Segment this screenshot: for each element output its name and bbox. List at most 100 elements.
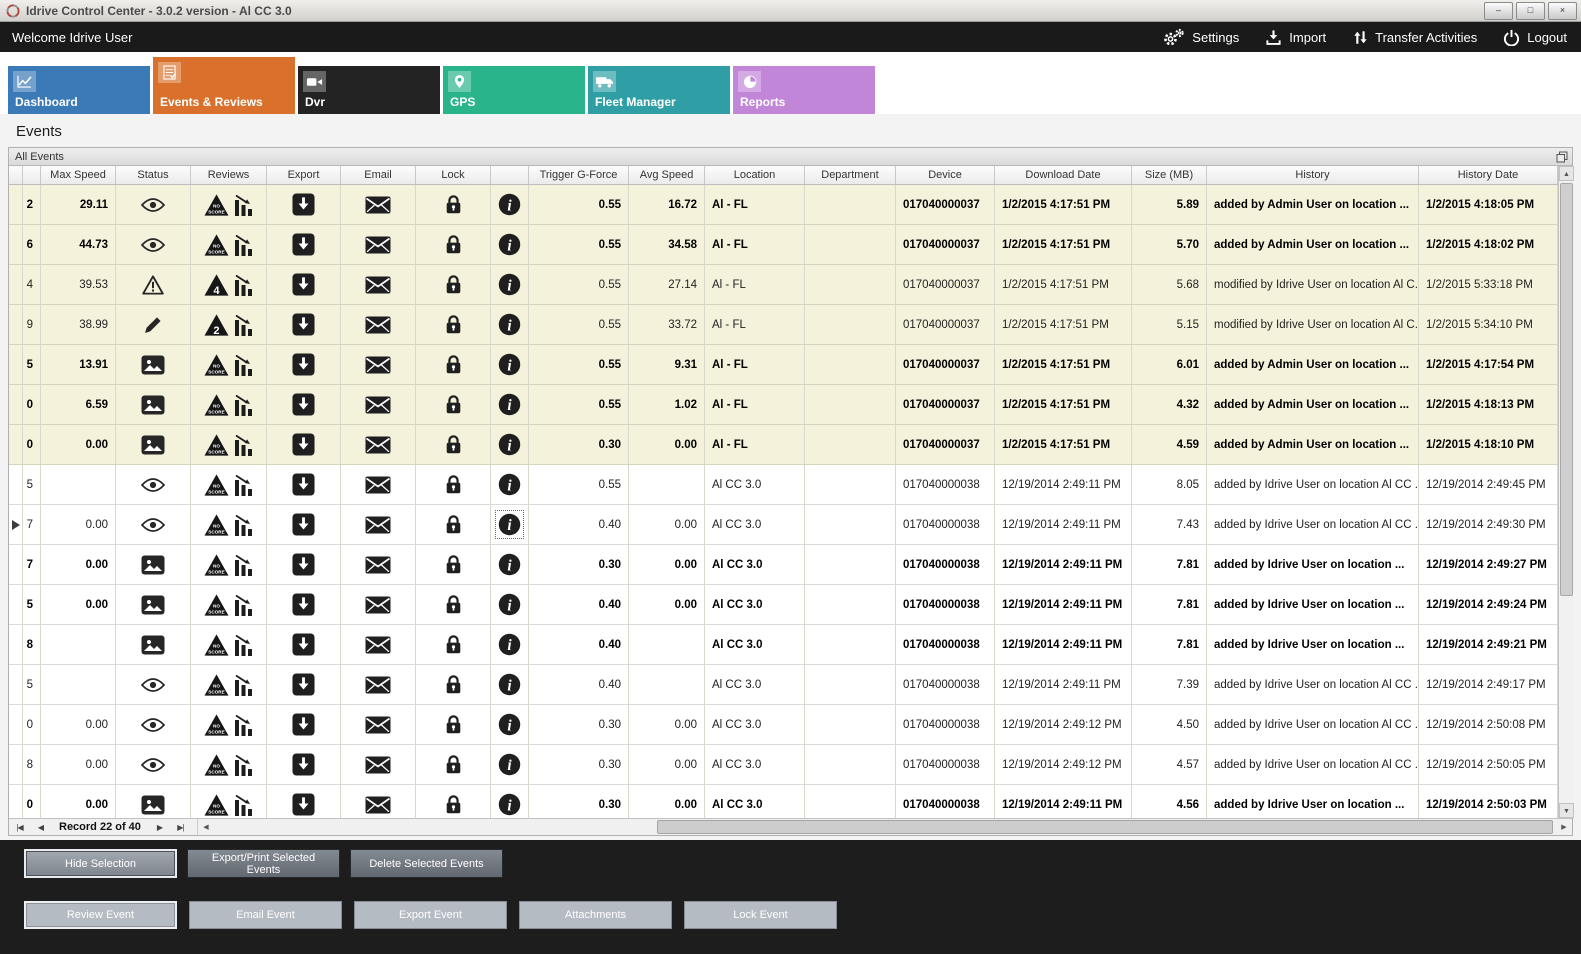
event-row[interactable]: 6 44.73 NO SCORE i 0.55 34.58 Al - FL 0170400000… — [9, 225, 1558, 265]
cell-export[interactable] — [267, 385, 341, 424]
cell-reviews[interactable]: NO SCORE — [191, 545, 267, 584]
tab-reports[interactable]: Reports — [733, 66, 875, 114]
review-score-icon[interactable]: NO SCORE — [203, 233, 230, 257]
export-icon[interactable] — [292, 233, 315, 256]
column-header-email[interactable]: Email — [341, 166, 416, 184]
cell-reviews[interactable]: NO SCORE — [191, 665, 267, 704]
cell-lock[interactable] — [416, 625, 491, 664]
email-icon[interactable] — [365, 396, 391, 414]
cell-reviews[interactable]: NO SCORE — [191, 585, 267, 624]
review-chart-icon[interactable] — [234, 594, 254, 616]
event-row[interactable]: 0 6.59 NO SCORE i 0.55 1.02 Al - FL 017040000037… — [9, 385, 1558, 425]
export-icon[interactable] — [292, 393, 315, 416]
export-event-button[interactable]: Export Event — [354, 901, 507, 929]
review-score-icon[interactable]: NO SCORE — [203, 473, 230, 497]
import-button[interactable]: Import — [1265, 29, 1326, 46]
column-header-export[interactable]: Export — [267, 166, 341, 184]
review-chart-icon[interactable] — [234, 474, 254, 496]
export-icon[interactable] — [292, 353, 315, 376]
email-event-button[interactable]: Email Event — [189, 901, 342, 929]
column-header-history_date[interactable]: History Date — [1419, 166, 1558, 184]
review-chart-icon[interactable] — [234, 234, 254, 256]
info-icon[interactable]: i — [498, 753, 521, 776]
cell-lock[interactable] — [416, 745, 491, 784]
cell-export[interactable] — [267, 345, 341, 384]
event-row[interactable]: 5 13.91 NO SCORE i 0.55 9.31 Al - FL 01704000003… — [9, 345, 1558, 385]
info-icon[interactable]: i — [498, 673, 521, 696]
review-score-icon[interactable]: NO SCORE — [203, 193, 230, 217]
hide-selection-button[interactable]: Hide Selection — [24, 849, 177, 878]
cell-info[interactable]: i — [491, 625, 529, 664]
column-header-size[interactable]: Size (MB) — [1132, 166, 1207, 184]
cell-info[interactable]: i — [491, 785, 529, 818]
vertical-scroll-thumb[interactable] — [1560, 183, 1573, 596]
cell-info[interactable]: i — [491, 225, 529, 264]
cell-email[interactable] — [341, 705, 416, 744]
cell-email[interactable] — [341, 585, 416, 624]
cell-email[interactable] — [341, 745, 416, 784]
email-icon[interactable] — [365, 636, 391, 654]
lock-icon[interactable] — [445, 194, 462, 215]
event-row[interactable]: 8 NO SCORE i 0.40 Al CC 3.0 017040000038 12/19/… — [9, 625, 1558, 665]
review-chart-icon[interactable] — [234, 354, 254, 376]
review-score-icon[interactable]: NO SCORE — [203, 793, 230, 817]
export-icon[interactable] — [292, 673, 315, 696]
scroll-left-button[interactable]: ◀ — [203, 824, 209, 831]
cell-info[interactable]: i — [491, 665, 529, 704]
export-icon[interactable] — [292, 513, 315, 536]
cell-export[interactable] — [267, 265, 341, 304]
cell-email[interactable] — [341, 425, 416, 464]
cell-lock[interactable] — [416, 305, 491, 344]
column-header-info[interactable] — [491, 166, 529, 184]
cell-export[interactable] — [267, 665, 341, 704]
cell-email[interactable] — [341, 625, 416, 664]
cell-info[interactable]: i — [491, 745, 529, 784]
review-score-icon[interactable]: NO SCORE — [203, 593, 230, 617]
column-header-download_date[interactable]: Download Date — [995, 166, 1132, 184]
cell-reviews[interactable]: 4 — [191, 265, 267, 304]
cell-reviews[interactable]: NO SCORE — [191, 185, 267, 224]
column-header-reviews[interactable]: Reviews — [191, 166, 267, 184]
cell-info[interactable]: i — [491, 305, 529, 344]
lock-icon[interactable] — [445, 474, 462, 495]
cell-export[interactable] — [267, 305, 341, 344]
lock-icon[interactable] — [445, 634, 462, 655]
info-icon[interactable]: i — [498, 593, 521, 616]
delete-selected-button[interactable]: Delete Selected Events — [350, 849, 503, 878]
event-row[interactable]: 0 0.00 NO SCORE i 0.30 0.00 Al CC 3.0 0170400000… — [9, 705, 1558, 745]
info-icon[interactable]: i — [498, 353, 521, 376]
next-record-button[interactable]: ▶ — [156, 822, 163, 832]
cell-reviews[interactable]: NO SCORE — [191, 705, 267, 744]
column-header-status[interactable]: Status — [116, 166, 191, 184]
email-icon[interactable] — [365, 276, 391, 294]
review-chart-icon[interactable] — [234, 514, 254, 536]
lock-icon[interactable] — [445, 714, 462, 735]
review-chart-icon[interactable] — [234, 554, 254, 576]
horizontal-scrollbar[interactable]: ◀ ▶ — [196, 819, 1572, 835]
event-row[interactable]: 7 0.00 NO SCORE i 0.40 0.00 Al CC 3.0 0170400000… — [9, 505, 1558, 545]
tab-gps[interactable]: GPS — [443, 66, 585, 114]
lock-icon[interactable] — [445, 434, 462, 455]
review-chart-icon[interactable] — [234, 434, 254, 456]
column-header-device[interactable]: Device — [896, 166, 995, 184]
minimize-button[interactable]: – — [1484, 1, 1513, 20]
tab-fleet-manager[interactable]: Fleet Manager — [588, 66, 730, 114]
cell-lock[interactable] — [416, 785, 491, 818]
info-icon[interactable]: i — [498, 313, 521, 336]
info-icon[interactable]: i — [498, 713, 521, 736]
lock-icon[interactable] — [445, 234, 462, 255]
cell-lock[interactable] — [416, 705, 491, 744]
cell-lock[interactable] — [416, 585, 491, 624]
cell-email[interactable] — [341, 785, 416, 818]
review-chart-icon[interactable] — [234, 394, 254, 416]
lock-icon[interactable] — [445, 754, 462, 775]
tab-dashboard[interactable]: Dashboard — [8, 66, 150, 114]
review-chart-icon[interactable] — [234, 674, 254, 696]
lock-event-button[interactable]: Lock Event — [684, 901, 837, 929]
cell-email[interactable] — [341, 505, 416, 544]
review-score-icon[interactable]: NO SCORE — [203, 753, 230, 777]
attachments-button[interactable]: Attachments — [519, 901, 672, 929]
export-icon[interactable] — [292, 713, 315, 736]
cell-info[interactable]: i — [491, 545, 529, 584]
info-icon[interactable]: i — [498, 473, 521, 496]
